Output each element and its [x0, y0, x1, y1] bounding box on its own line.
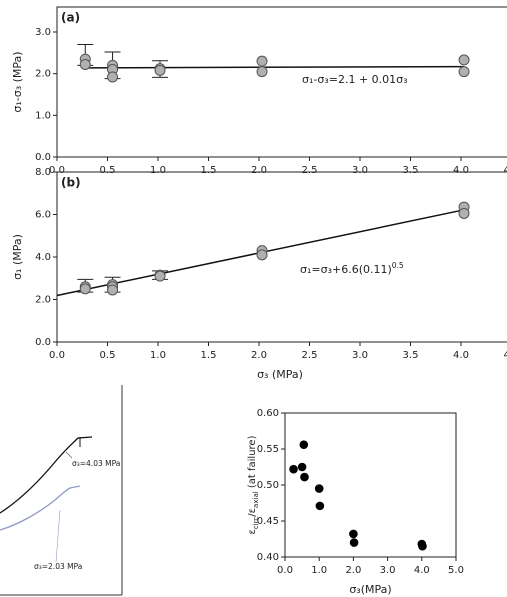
data-point — [418, 541, 427, 551]
pointer — [55, 509, 61, 563]
x-tick-label: 4.0 — [453, 350, 469, 361]
y-axis-label: εcirc/εaxial (at failure) — [247, 435, 260, 534]
y-axis-label-part: axial — [252, 491, 260, 508]
data-point — [256, 55, 268, 67]
x-tick-label: 5.0 — [448, 565, 464, 576]
x-tick-label: 1.0 — [150, 350, 166, 361]
data-point — [79, 283, 91, 295]
data-point — [297, 462, 307, 472]
data-point — [107, 284, 119, 296]
data-point — [256, 249, 268, 261]
y-axis-label-part: ε — [247, 529, 258, 534]
y-axis-label: σ₁-σ₃ (MPa) — [11, 51, 24, 112]
x-tick-label: 2.0 — [251, 165, 267, 176]
data-point — [289, 464, 298, 474]
y-tick-label: 0.60 — [257, 408, 279, 419]
curve — [0, 485, 81, 531]
data-point — [154, 270, 166, 282]
x-tick-label: 1.5 — [201, 350, 217, 361]
x-tick-label: 1.5 — [201, 165, 217, 176]
x-tick-label: 0.0 — [49, 165, 65, 176]
y-tick-label: 0.0 — [35, 152, 51, 163]
data-point — [349, 529, 358, 539]
pointer — [65, 451, 73, 459]
data-point — [314, 484, 324, 493]
x-tick-label: 2.5 — [302, 350, 318, 361]
x-tick-label: 1.0 — [311, 565, 327, 576]
data-point — [299, 440, 309, 449]
y-axis-label: σ₁ (MPa) — [11, 234, 24, 280]
y-tick-label: 0.50 — [257, 480, 279, 491]
data-point — [458, 66, 470, 78]
equation: σ₁-σ₃=2.1 + 0.01σ₃ — [302, 73, 408, 86]
data-point — [79, 59, 91, 70]
x-tick-label: 1.0 — [150, 165, 166, 176]
x-tick-label: 2.0 — [251, 350, 267, 361]
y-tick-label: 2.0 — [35, 69, 51, 80]
x-tick-label: 4.0 — [414, 565, 430, 576]
equation-exponent: 0.5 — [392, 261, 404, 270]
x-tick-label: 3.0 — [352, 165, 368, 176]
y-tick-label: 6.0 — [35, 210, 51, 221]
y-axis-label-part: circ — [252, 517, 260, 530]
x-tick-label: 3.5 — [403, 165, 419, 176]
data-point — [458, 54, 470, 66]
data-point — [107, 71, 119, 83]
x-tick-label: 0.5 — [100, 165, 116, 176]
x-tick-label: 2.0 — [345, 565, 361, 576]
y-tick-label: 3.0 — [35, 27, 51, 38]
y-tick-label: 0.45 — [257, 516, 279, 527]
data-point — [300, 472, 309, 482]
y-axis-label-part: (at failure) — [247, 435, 258, 491]
y-tick-label: 8.0 — [35, 167, 51, 178]
x-tick-label: 3.0 — [380, 565, 396, 576]
data-point — [458, 207, 470, 219]
curve-label: σ₃=4.03 MPa — [72, 459, 120, 468]
x-axis-label: σ₃(MPa) — [349, 583, 391, 596]
x-tick-label: 4.5 — [504, 165, 507, 176]
x-tick-label: 0.0 — [49, 350, 65, 361]
x-tick-label: 0.0 — [277, 565, 293, 576]
curve-label: σ₃=2.03 MPa — [34, 562, 82, 571]
y-tick-label: 0.40 — [257, 552, 279, 563]
y-axis-label-part: /ε — [247, 508, 258, 517]
x-tick-label: 4.5 — [504, 350, 507, 361]
plot-frame — [56, 6, 507, 158]
curve — [0, 436, 93, 514]
panel-label: (a) — [61, 11, 80, 25]
y-tick-label: 4.0 — [35, 252, 51, 263]
data-point — [256, 66, 268, 78]
fit-line — [85, 65, 465, 69]
data-point — [154, 64, 166, 76]
x-axis-label: σ₃ (MPa) — [257, 368, 303, 381]
x-tick-label: 3.0 — [352, 350, 368, 361]
inset-panel: σ₃=4.03 MPa σ₃=2.03 MPa — [0, 385, 123, 596]
data-point — [315, 501, 325, 511]
panel-label: (b) — [61, 176, 81, 190]
x-tick-label: 4.0 — [453, 165, 469, 176]
equation-text: σ₁=σ₃+6.6(0.11) — [300, 263, 392, 276]
y-tick-label: 2.0 — [35, 295, 51, 306]
data-point — [349, 538, 359, 547]
equation-text: σ₁-σ₃=2.1 + 0.01σ₃ — [302, 73, 408, 86]
y-tick-label: 1.0 — [35, 110, 51, 121]
y-tick-label: 0.55 — [257, 444, 279, 455]
equation: σ₁=σ₃+6.6(0.11)0.5 — [300, 261, 404, 277]
x-tick-label: 3.5 — [403, 350, 419, 361]
y-tick-label: 0.0 — [35, 337, 51, 348]
x-tick-label: 2.5 — [302, 165, 318, 176]
x-tick-label: 0.5 — [100, 350, 116, 361]
